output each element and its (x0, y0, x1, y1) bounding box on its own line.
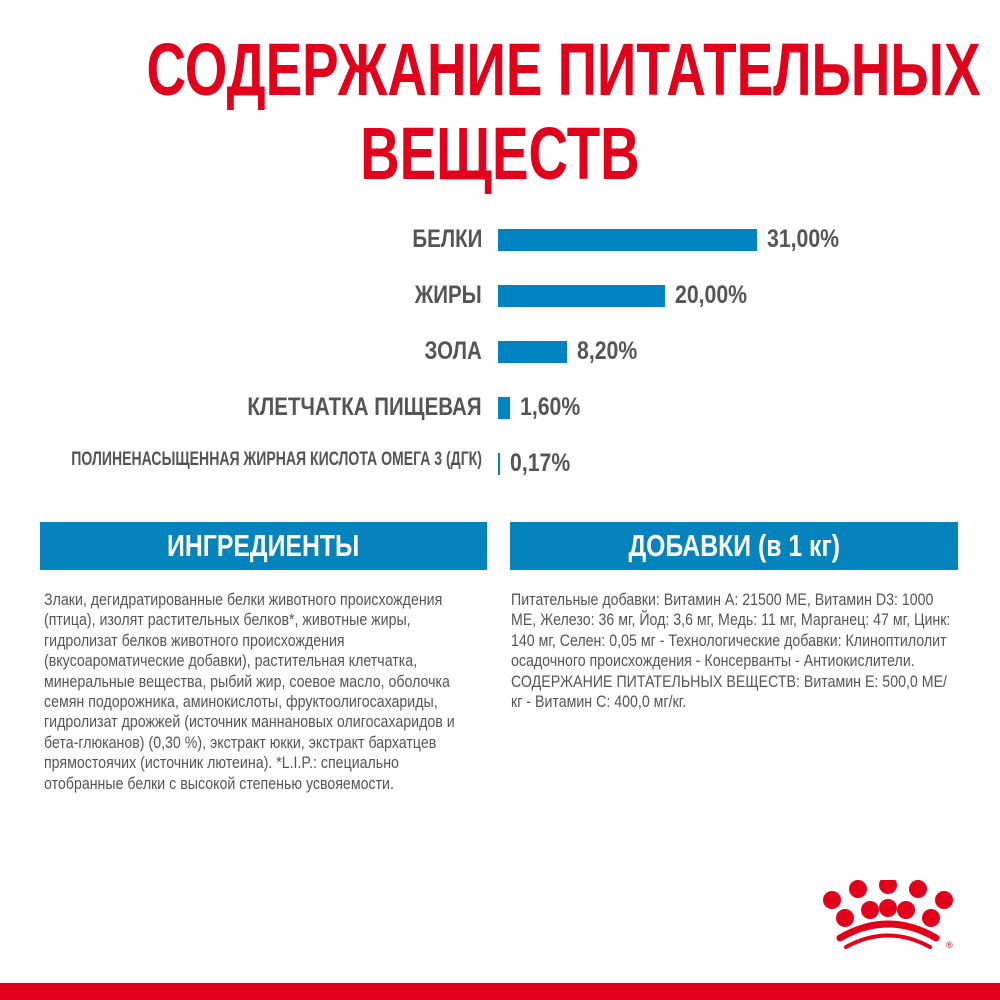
bar-value-label: 8,20% (576, 337, 637, 365)
bottom-brand-bar (0, 983, 1000, 1000)
page-title-line-2: ВЕЩЕСТВ (360, 112, 640, 195)
bar-label: ПОЛИНЕНАСЫЩЕННАЯ ЖИРНАЯ КИСЛОТА ОМЕГА 3 … (71, 449, 482, 470)
bar (498, 341, 567, 363)
bar-label: ЖИРЫ (414, 281, 482, 309)
nutrient-bar-chart: БЕЛКИ 31,00% ЖИРЫ 20,00% ЗОЛА 8,20% КЛЕТЧАТКА … (0, 210, 1000, 490)
ingredients-text: Злаки, дегидратированные белки животного… (44, 591, 455, 793)
royal-canin-crown-icon: ® (823, 880, 953, 950)
bar-label: БЕЛКИ (411, 225, 482, 253)
bar-label: КЛЕТЧАТКА ПИЩЕВАЯ (247, 393, 482, 421)
bar (498, 229, 757, 251)
ingredients-header: ИНГРЕДИЕНТЫ (40, 522, 487, 570)
bar (498, 285, 666, 307)
bar-value-label: 1,60% (520, 393, 581, 421)
page-title-line-1: СОДЕРЖАНИЕ ПИТАТЕЛЬНЫХ (146, 28, 981, 111)
additives-text: Питательные добавки: Витамин А: 21500 МЕ… (511, 591, 951, 712)
bar (498, 397, 510, 419)
additives-header: ДОБАВКИ (в 1 кг) (510, 522, 958, 570)
bar-value-label: 20,00% (675, 281, 748, 309)
registered-mark: ® (946, 940, 953, 950)
bar-value-label: 0,17% (510, 449, 571, 477)
bar-label: ЗОЛА (424, 337, 482, 365)
bar (498, 453, 500, 475)
bar-value-label: 31,00% (767, 225, 840, 253)
